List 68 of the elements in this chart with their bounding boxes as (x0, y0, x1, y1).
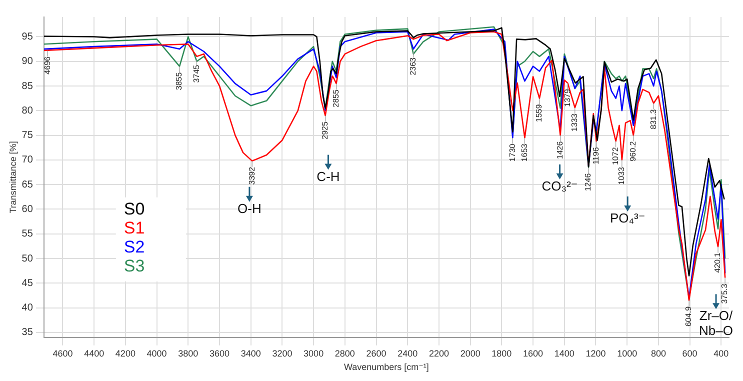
annotation: CO₃²⁻ (542, 178, 578, 194)
annotation: O-H (238, 200, 262, 216)
x-tick-label: 3800 (178, 348, 198, 358)
annotation: 420.1 (713, 252, 722, 273)
annotation: 1333 (570, 113, 580, 132)
x-tick-label: 1800 (492, 348, 512, 358)
annotation: 1033 (617, 166, 626, 185)
text: S1 (124, 218, 145, 238)
x-tick-label: 3400 (240, 348, 261, 358)
x-tick-label: 1600 (523, 348, 544, 358)
x-tick-label: 1400 (554, 348, 574, 358)
annotation: 375.3 (720, 283, 730, 304)
text: S2 (124, 238, 145, 257)
y-tick-label: 95 (22, 31, 34, 42)
annotation: 1072 (611, 146, 620, 166)
x-tick-label: 2000 (460, 348, 480, 358)
x-tick-label: 3000 (304, 348, 324, 358)
annotation: 2363 (408, 56, 418, 76)
annotation: 1559 (534, 104, 544, 122)
x-tick-label: 3200 (272, 348, 292, 358)
annotation: Zr–O/Nb–O (699, 308, 734, 338)
x-tick-label: 1000 (617, 348, 638, 358)
annotation: 4696 (42, 56, 52, 74)
annotation: 3855 (174, 72, 184, 90)
annotation: 2855 (332, 88, 340, 108)
x-tick-label: 600 (682, 348, 698, 358)
annotation: 3392 (247, 166, 256, 185)
annotation: 2925 (320, 121, 330, 140)
y-tick-label: 90 (22, 56, 34, 68)
annotation: 831.3 (648, 108, 658, 130)
x-tick-label: 400 (714, 348, 729, 358)
annotation: 1246 (584, 172, 593, 192)
y-tick-label: 35 (22, 327, 34, 338)
y-tick-label: 40 (22, 302, 34, 314)
annotation: 604.9 (684, 306, 694, 326)
x-tick-label: 2600 (366, 348, 386, 358)
y-tick-label: 85 (22, 80, 34, 92)
y-axis-title: Transmittance [%] (8, 141, 18, 214)
annotation: 1730 (508, 143, 517, 162)
annotation: 1653 (520, 143, 529, 162)
x-tick-label: 2800 (334, 348, 355, 358)
y-tick-label: 75 (22, 130, 34, 142)
x-tick-label: 4400 (84, 348, 104, 358)
y-tick-label: 65 (22, 179, 34, 190)
annotation: 1379 (562, 88, 572, 107)
x-tick-label: 4200 (115, 348, 136, 358)
y-tick-label: 80 (22, 105, 34, 116)
x-axis-title: Wavenumbers [cm⁻¹] (344, 362, 429, 372)
x-tick-label: 4600 (52, 348, 73, 358)
y-tick-label: 50 (22, 253, 34, 264)
x-tick-label: 4000 (146, 348, 167, 358)
x-tick-label: 3600 (209, 348, 230, 358)
annotation: 1196 (592, 146, 601, 164)
y-tick-label: 55 (22, 228, 34, 240)
y-tick-label: 60 (22, 204, 34, 215)
y-tick-label: 45 (22, 278, 34, 289)
text: S3 (124, 256, 145, 276)
x-tick-label: 2400 (398, 348, 418, 358)
annotation: 3745 (192, 64, 201, 83)
text: S0 (124, 200, 145, 219)
y-tick-label: 70 (22, 154, 34, 166)
x-tick-label: 1200 (586, 348, 606, 358)
annotation: 1426 (556, 140, 565, 160)
annotation: PO₄³⁻ (610, 210, 646, 226)
x-tick-label: 2200 (428, 348, 449, 358)
annotation: 960.2 (628, 140, 638, 162)
annotation: C-H (316, 168, 340, 184)
x-tick-label: 800 (650, 348, 666, 358)
